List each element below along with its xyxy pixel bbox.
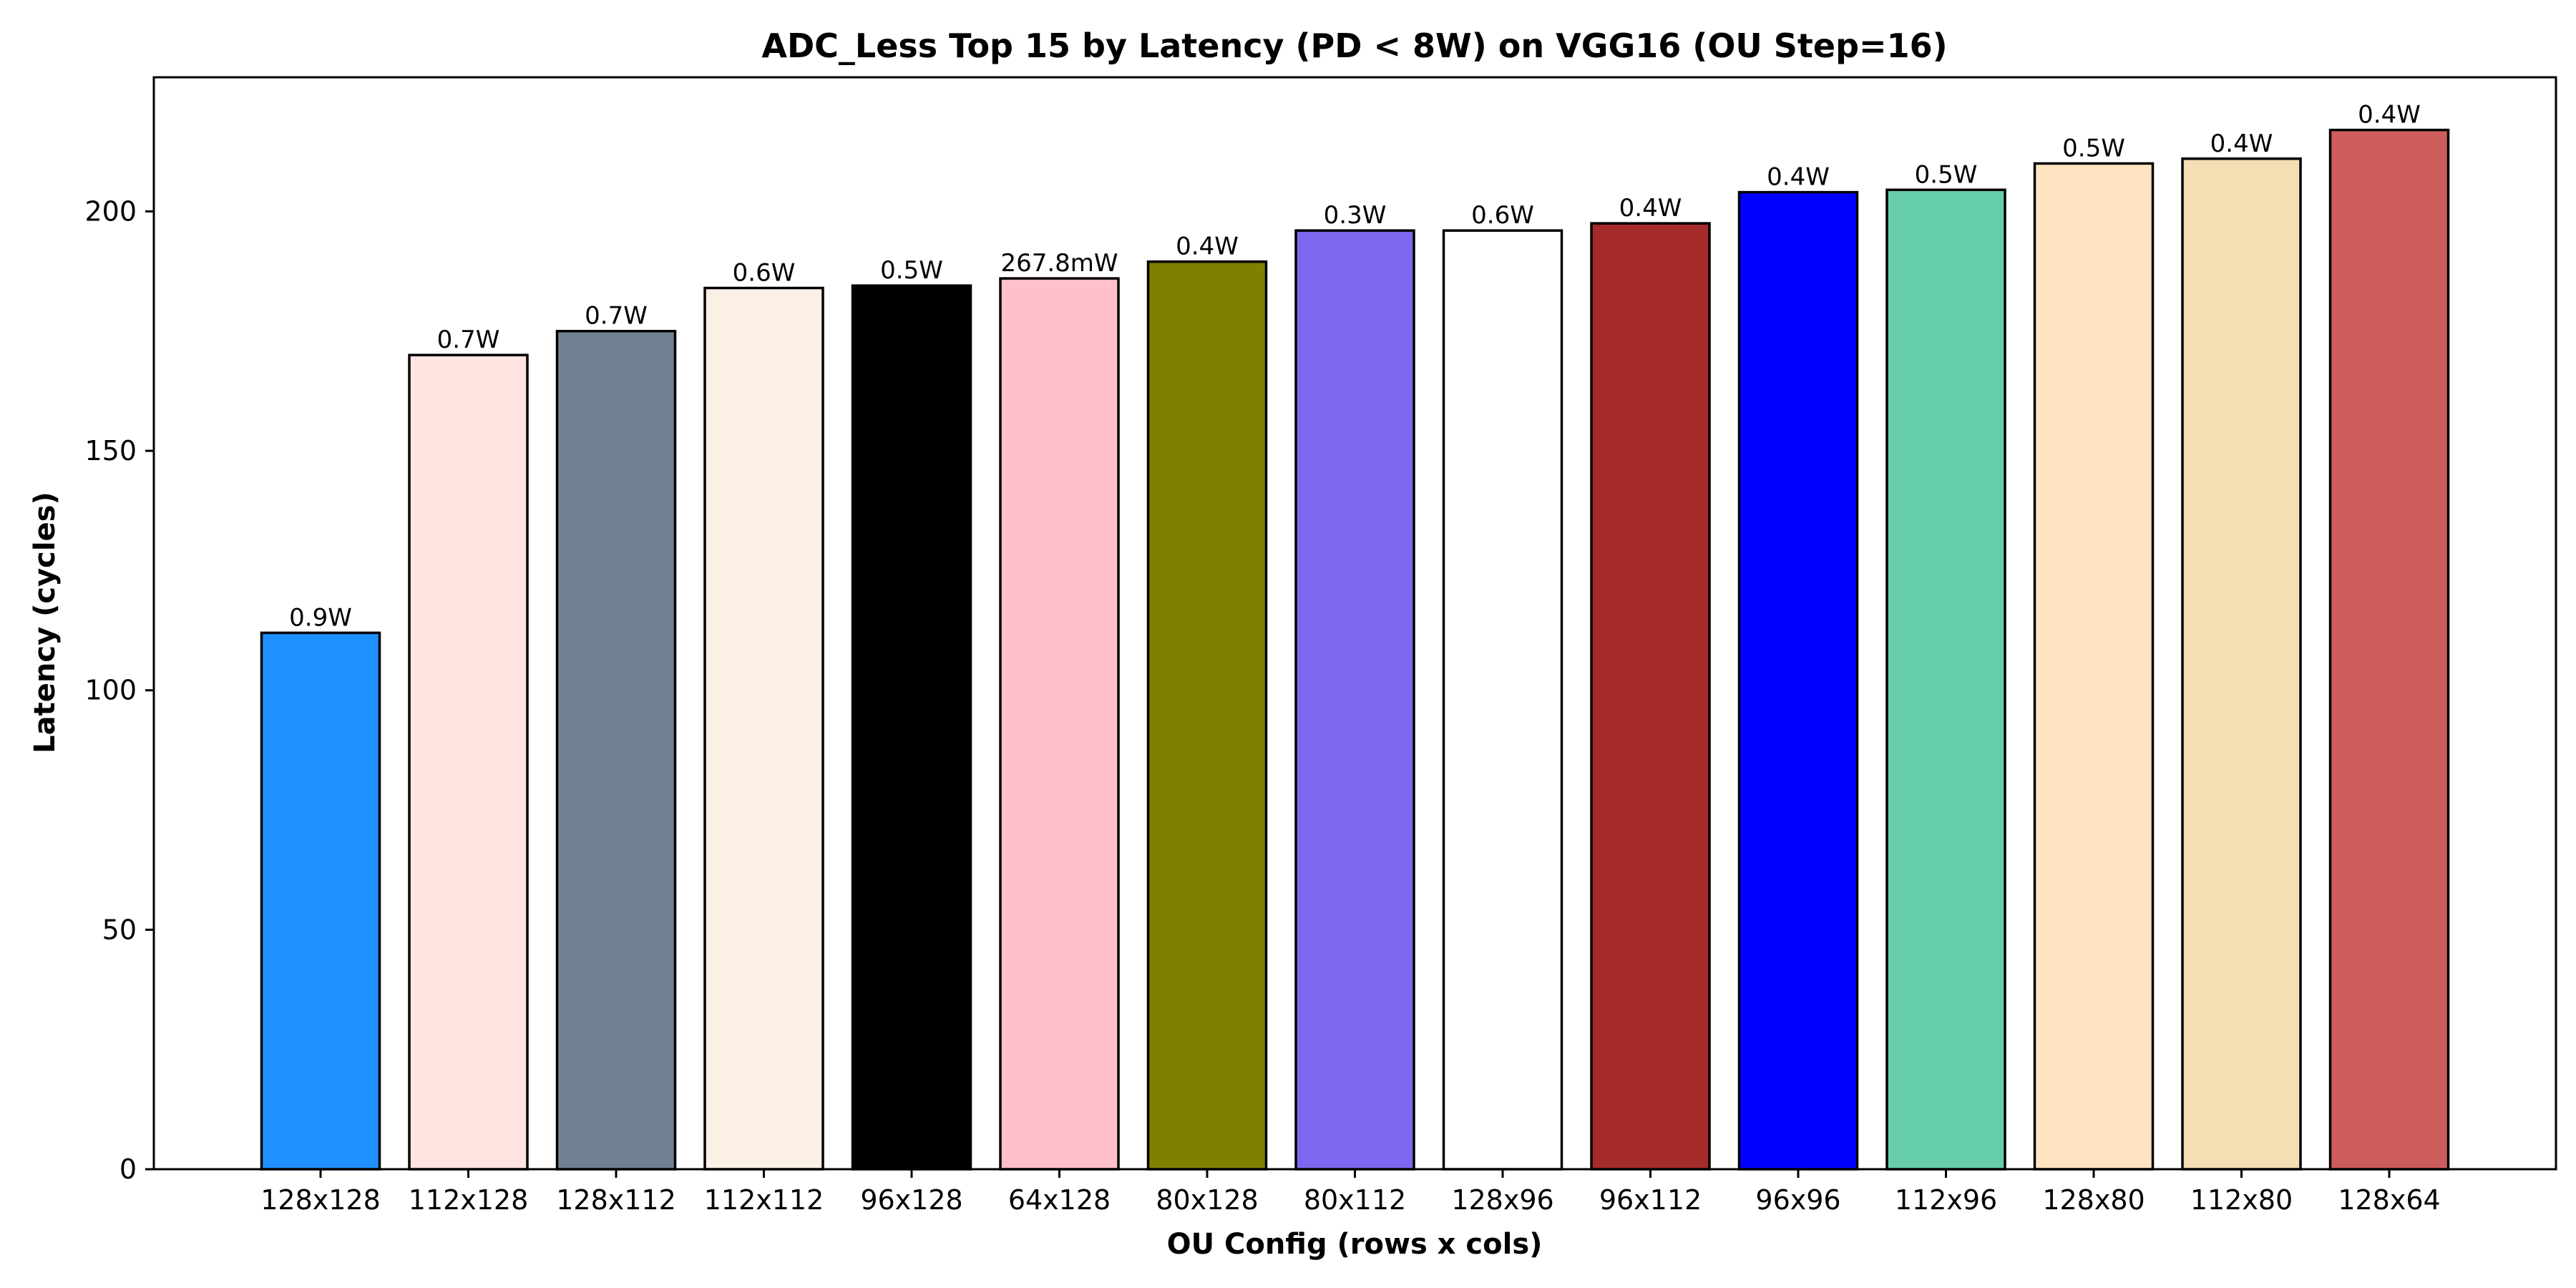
data-label-112x80: 0.4W — [2210, 130, 2273, 158]
data-label-128x128: 0.9W — [289, 603, 352, 632]
x-tick-label: 64x128 — [1008, 1184, 1111, 1216]
x-tick-label: 128x64 — [2338, 1184, 2440, 1216]
bar-112x128 — [408, 353, 529, 1171]
bar-128x96 — [1442, 229, 1563, 1171]
y-tick-label: 100 — [84, 675, 137, 706]
y-tick-label: 200 — [84, 195, 137, 227]
data-label-128x96: 0.6W — [1471, 201, 1534, 230]
y-axis-label: Latency (cycles) — [29, 492, 62, 753]
x-tick-label: 96x96 — [1755, 1184, 1840, 1216]
data-label-80x128: 0.4W — [1176, 233, 1239, 261]
bar-112x112 — [703, 286, 824, 1171]
bar-96x112 — [1590, 222, 1711, 1171]
bar-96x128 — [851, 284, 972, 1171]
bar-128x64 — [2328, 128, 2450, 1171]
data-label-112x128: 0.7W — [437, 326, 500, 354]
x-tick-label: 112x80 — [2190, 1184, 2293, 1216]
x-axis: 128x128 112x128 128x112 112x112 96x128 64x128… — [260, 1169, 2441, 1216]
x-tick-label: 128x128 — [260, 1184, 381, 1216]
plot-area: 0.9W 0.7W 0.7W 0.6W 0.5W 267.8mW 0.4W 0.3W 0.6W 0… — [84, 76, 2557, 1216]
bar-128x128 — [260, 631, 381, 1171]
x-tick-label: 128x96 — [1451, 1184, 1553, 1216]
x-tick-label: 96x112 — [1599, 1184, 1702, 1216]
x-tick-label: 128x112 — [556, 1184, 676, 1216]
bar-112x96 — [1885, 188, 2006, 1171]
bar-64x128 — [999, 277, 1120, 1171]
y-tick-label: 50 — [102, 914, 137, 945]
data-label-112x112: 0.6W — [733, 258, 796, 287]
data-label-128x64: 0.4W — [2358, 101, 2421, 130]
x-tick-label: 112x112 — [704, 1184, 824, 1216]
data-label-64x128: 267.8mW — [1000, 249, 1118, 278]
x-axis-label: OU Config (rows x cols) — [1167, 1228, 1543, 1261]
x-tick-label: 80x112 — [1304, 1184, 1406, 1216]
data-label-96x112: 0.4W — [1619, 194, 1682, 223]
data-label-112x96: 0.5W — [1915, 160, 1978, 189]
x-tick-label: 112x96 — [1895, 1184, 1997, 1216]
bar-80x112 — [1294, 229, 1415, 1171]
data-label-128x80: 0.5W — [2062, 134, 2125, 162]
x-tick-label: 112x128 — [409, 1184, 529, 1216]
bar-96x96 — [1737, 190, 1859, 1171]
x-tick-label: 128x80 — [2042, 1184, 2145, 1216]
bar-128x112 — [555, 329, 677, 1171]
data-label-80x112: 0.3W — [1324, 201, 1387, 230]
bars-group — [260, 128, 2450, 1171]
bar-80x128 — [1146, 260, 1268, 1171]
x-tick-label: 96x128 — [860, 1184, 962, 1216]
data-labels-group: 0.9W 0.7W 0.7W 0.6W 0.5W 267.8mW 0.4W 0.3W 0.6W 0… — [289, 101, 2421, 633]
data-label-96x128: 0.5W — [880, 256, 943, 285]
bar-112x80 — [2181, 157, 2302, 1171]
data-label-96x96: 0.4W — [1767, 163, 1830, 192]
y-tick-label: 0 — [119, 1153, 137, 1185]
y-axis: 0 50 100 150 200 — [84, 195, 154, 1185]
x-tick-label: 80x128 — [1156, 1184, 1258, 1216]
bar-128x80 — [2033, 162, 2155, 1171]
chart-title: ADC_Less Top 15 by Latency (PD < 8W) on … — [761, 26, 1947, 65]
y-tick-label: 150 — [84, 435, 137, 467]
data-label-128x112: 0.7W — [585, 302, 648, 331]
